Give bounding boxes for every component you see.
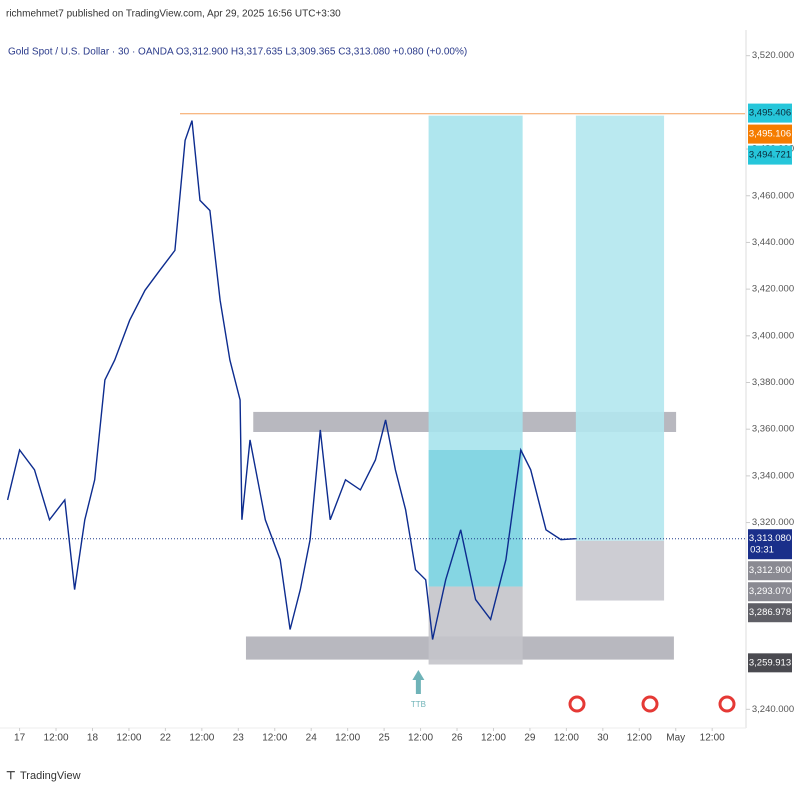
x-tick-label: 12:00 xyxy=(262,733,287,744)
x-tick-label: 12:00 xyxy=(700,733,725,744)
published-line: richmehmet7 published on TradingView.com… xyxy=(6,9,341,20)
zone xyxy=(428,449,523,587)
price-label: 3,259.913 xyxy=(749,657,791,668)
price-label: 3,494.721 xyxy=(749,150,791,161)
x-tick-label: 30 xyxy=(597,733,609,744)
y-tick-label: 3,520.000 xyxy=(752,50,794,61)
footer-logo: ⊤ xyxy=(6,770,16,782)
y-tick-label: 3,240.000 xyxy=(752,704,794,715)
price-label-box xyxy=(748,529,792,560)
x-tick-label: 29 xyxy=(524,733,536,744)
price-label-box xyxy=(748,603,792,623)
zone xyxy=(575,115,665,541)
price-label: 3,286.978 xyxy=(749,607,791,618)
y-tick-label: 3,380.000 xyxy=(752,377,794,388)
x-tick-label: 12:00 xyxy=(189,733,214,744)
price-label: 3,293.070 xyxy=(749,586,791,597)
price-label: 3,312.900 xyxy=(749,565,791,576)
event-flag[interactable] xyxy=(718,695,736,713)
price-line-series xyxy=(6,120,576,640)
price-label: 3,313.080 xyxy=(749,533,791,544)
x-tick-label: 17 xyxy=(14,733,26,744)
event-icons xyxy=(568,695,736,713)
price-label: 3,495.106 xyxy=(749,129,791,140)
x-tick-label: 12:00 xyxy=(116,733,141,744)
zone xyxy=(575,540,665,601)
x-tick-label: 25 xyxy=(379,733,391,744)
x-tick-label: 12:00 xyxy=(627,733,652,744)
price-label-box xyxy=(748,582,792,602)
event-flag[interactable] xyxy=(568,695,586,713)
x-tick-label: 12:00 xyxy=(335,733,360,744)
annotation-arrow xyxy=(412,670,425,694)
event-flag[interactable] xyxy=(641,695,659,713)
x-tick-label: 12:00 xyxy=(554,733,579,744)
price-label-box xyxy=(748,561,792,581)
y-tick-label: 3,320.000 xyxy=(752,517,794,528)
price-label-box xyxy=(748,145,792,165)
zone xyxy=(428,115,523,450)
x-tick-label: 12:00 xyxy=(408,733,433,744)
symbol-legend: Gold Spot / U.S. Dollar · 30 · OANDA O3,… xyxy=(8,47,467,58)
y-tick-label: 3,340.000 xyxy=(752,470,794,481)
x-tick-label: 24 xyxy=(306,733,318,744)
y-tick-label: 3,440.000 xyxy=(752,237,794,248)
price-label: 3,495.406 xyxy=(749,108,791,119)
price-label-box xyxy=(748,103,792,123)
y-tick-label: 3,460.000 xyxy=(752,190,794,201)
x-tick-label: 12:00 xyxy=(44,733,69,744)
x-tick-label: 12:00 xyxy=(481,733,506,744)
x-tick-label: 26 xyxy=(451,733,463,744)
x-tick-label: May xyxy=(666,733,685,744)
price-countdown: 03:31 xyxy=(750,545,774,556)
x-tick-label: 22 xyxy=(160,733,172,744)
footer-brand: TradingView xyxy=(20,770,81,782)
annotation-label: TTB xyxy=(411,700,426,709)
x-tick-label: 23 xyxy=(233,733,245,744)
y-tick-label: 3,400.000 xyxy=(752,330,794,341)
x-tick-label: 18 xyxy=(87,733,99,744)
price-label-box xyxy=(748,124,792,144)
y-tick-label: 3,420.000 xyxy=(752,284,794,295)
y-tick-label: 3,360.000 xyxy=(752,424,794,435)
price-label-box xyxy=(748,653,792,673)
